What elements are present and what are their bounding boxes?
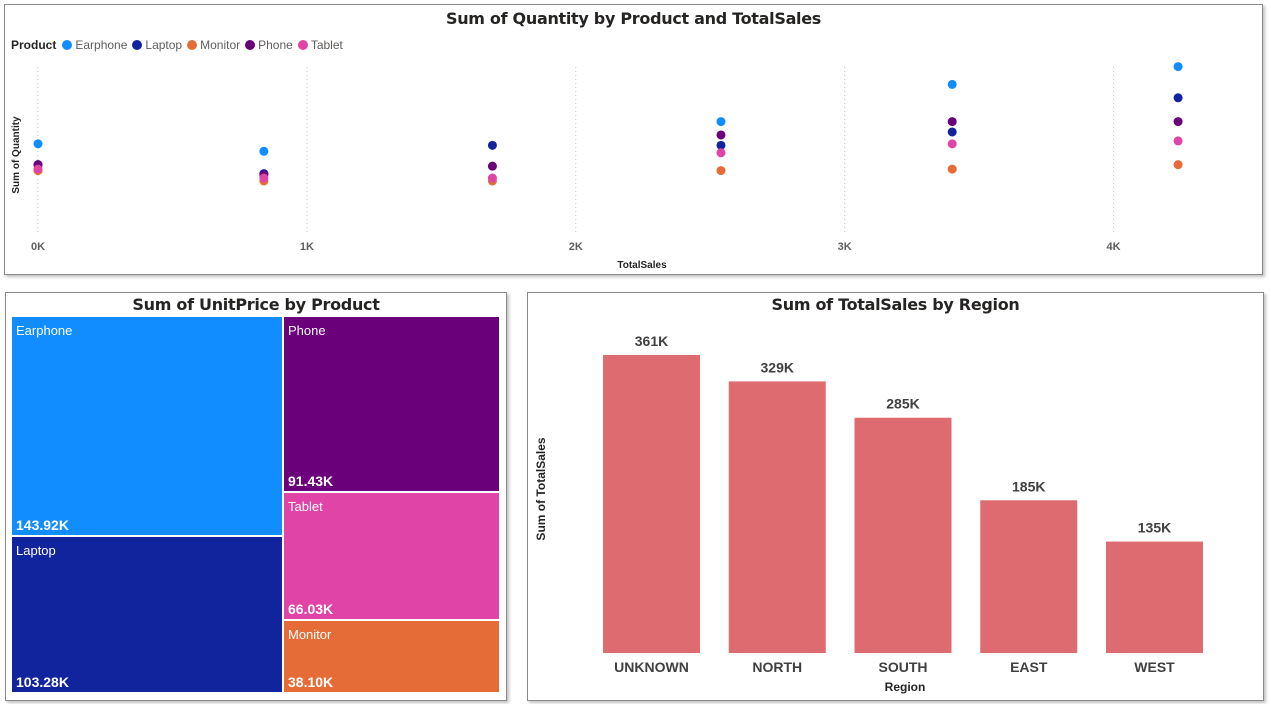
bar-chart-title: Sum of TotalSales by Region	[771, 295, 1020, 314]
y-axis-title: Sum of TotalSales	[534, 437, 548, 540]
x-tick-label: 1K	[300, 241, 314, 253]
legend-title: Product	[11, 38, 57, 52]
x-axis-title: TotalSales	[617, 260, 667, 271]
legend-marker-icon	[297, 40, 308, 50]
treemap-cell-earphone[interactable]: Earphone 143.92K	[12, 317, 284, 537]
bar-data-label: 361K	[635, 333, 668, 349]
bar-data-label: 135K	[1138, 520, 1171, 536]
bar-data-label: 285K	[886, 396, 919, 412]
scatter-point[interactable]	[716, 130, 726, 140]
scatter-point[interactable]	[487, 140, 497, 150]
bar-data-label: 185K	[1012, 478, 1045, 494]
bar[interactable]	[854, 417, 952, 653]
x-tick-label: WEST	[1134, 659, 1175, 675]
scatter-chart-panel: Sum of Quantity by Product and TotalSale…	[4, 4, 1263, 275]
treemap-chart-panel: Sum of UnitPrice by Product Earphone 143…	[5, 292, 507, 701]
legend-item-earphone[interactable]: Earphone	[62, 38, 127, 52]
treemap-cell-monitor[interactable]: Monitor 38.10K	[284, 621, 501, 694]
scatter-point[interactable]	[947, 164, 957, 174]
legend-label: Laptop	[145, 38, 183, 52]
scatter-point[interactable]	[33, 139, 43, 149]
bar-data-label: 329K	[761, 359, 794, 375]
legend-label: Earphone	[75, 38, 128, 52]
treemap-value: 66.03K	[288, 601, 334, 617]
bar[interactable]	[980, 500, 1078, 653]
scatter-point[interactable]	[716, 117, 726, 127]
scatter-point[interactable]	[1173, 136, 1183, 146]
treemap-value: 103.28K	[16, 674, 69, 690]
treemap-cell-laptop[interactable]: Laptop 103.28K	[12, 537, 284, 694]
scatter-legend: Product Earphone Laptop Monitor Phone Ta…	[11, 38, 348, 52]
treemap-value: 91.43K	[288, 473, 334, 489]
scatter-point[interactable]	[259, 173, 269, 183]
treemap-label: Monitor	[288, 627, 332, 642]
scatter-point[interactable]	[716, 166, 726, 176]
legend-item-laptop[interactable]: Laptop	[132, 38, 182, 52]
bar[interactable]	[728, 381, 826, 653]
x-tick-label: SOUTH	[879, 659, 928, 675]
treemap-value: 38.10K	[288, 674, 334, 690]
legend-marker-icon	[132, 40, 143, 50]
treemap-label: Tablet	[288, 499, 323, 514]
scatter-point[interactable]	[716, 140, 726, 150]
legend-marker-icon	[187, 40, 198, 50]
treemap-label: Phone	[288, 323, 326, 338]
scatter-point[interactable]	[947, 117, 957, 127]
scatter-point[interactable]	[1173, 93, 1183, 103]
bar[interactable]	[1106, 541, 1203, 653]
treemap-cell-tablet[interactable]: Tablet 66.03K	[284, 493, 501, 621]
treemap-chart-title: Sum of UnitPrice by Product	[132, 295, 380, 314]
bar-chart-panel: Sum of TotalSales by Region Sum of Total…	[527, 292, 1264, 701]
legend-label: Tablet	[310, 38, 343, 52]
legend-item-tablet[interactable]: Tablet	[297, 38, 343, 52]
bar-plot-area: Sum of TotalSales Region 361K UNKNOWN 329K…	[534, 333, 1203, 694]
treemap-label: Laptop	[16, 543, 56, 558]
bar[interactable]	[603, 355, 700, 653]
x-tick-label: 4K	[1107, 241, 1121, 253]
legend-marker-icon	[62, 40, 73, 50]
treemap-area: Earphone 143.92K Laptop 103.28K Phone 91…	[12, 317, 501, 694]
x-axis-title: Region	[885, 680, 926, 694]
x-tick-label: 0K	[31, 241, 45, 253]
x-tick-label: 2K	[569, 241, 583, 253]
scatter-plot-area: Sum of Quantity TotalSales 0K 1K 2K 3K 4K	[11, 62, 1183, 271]
scatter-point[interactable]	[1173, 117, 1183, 127]
x-tick-label: NORTH	[752, 659, 802, 675]
scatter-point[interactable]	[487, 161, 497, 171]
legend-marker-icon	[245, 40, 256, 50]
scatter-point[interactable]	[259, 146, 269, 156]
scatter-point[interactable]	[487, 173, 497, 183]
scatter-point[interactable]	[33, 164, 43, 174]
x-tick-label: 3K	[838, 241, 852, 253]
y-axis-title: Sum of Quantity	[11, 116, 22, 194]
treemap-label: Earphone	[16, 323, 73, 338]
treemap-cell-phone[interactable]: Phone 91.43K	[284, 317, 501, 493]
x-tick-label: EAST	[1010, 659, 1048, 675]
scatter-point[interactable]	[1173, 62, 1183, 72]
treemap-value: 143.92K	[16, 517, 69, 533]
legend-label: Monitor	[200, 38, 241, 52]
scatter-point[interactable]	[1173, 160, 1183, 170]
scatter-chart-title: Sum of Quantity by Product and TotalSale…	[445, 9, 822, 28]
scatter-point[interactable]	[947, 127, 957, 137]
scatter-point[interactable]	[947, 139, 957, 149]
x-tick-label: UNKNOWN	[614, 659, 689, 675]
scatter-point[interactable]	[716, 148, 726, 158]
legend-label: Phone	[258, 38, 293, 52]
scatter-point[interactable]	[947, 79, 957, 89]
legend-item-phone[interactable]: Phone	[245, 38, 293, 52]
legend-item-monitor[interactable]: Monitor	[187, 38, 240, 52]
